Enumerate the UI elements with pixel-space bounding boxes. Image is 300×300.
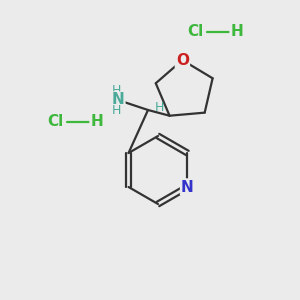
Text: N: N (181, 179, 194, 194)
Text: H: H (91, 115, 103, 130)
Text: H: H (231, 25, 243, 40)
Text: H: H (111, 103, 121, 116)
Text: Cl: Cl (47, 115, 63, 130)
Text: O: O (176, 52, 189, 68)
Text: H: H (111, 83, 121, 97)
Text: Cl: Cl (187, 25, 203, 40)
Text: N: N (112, 92, 124, 107)
Text: H: H (155, 101, 164, 114)
